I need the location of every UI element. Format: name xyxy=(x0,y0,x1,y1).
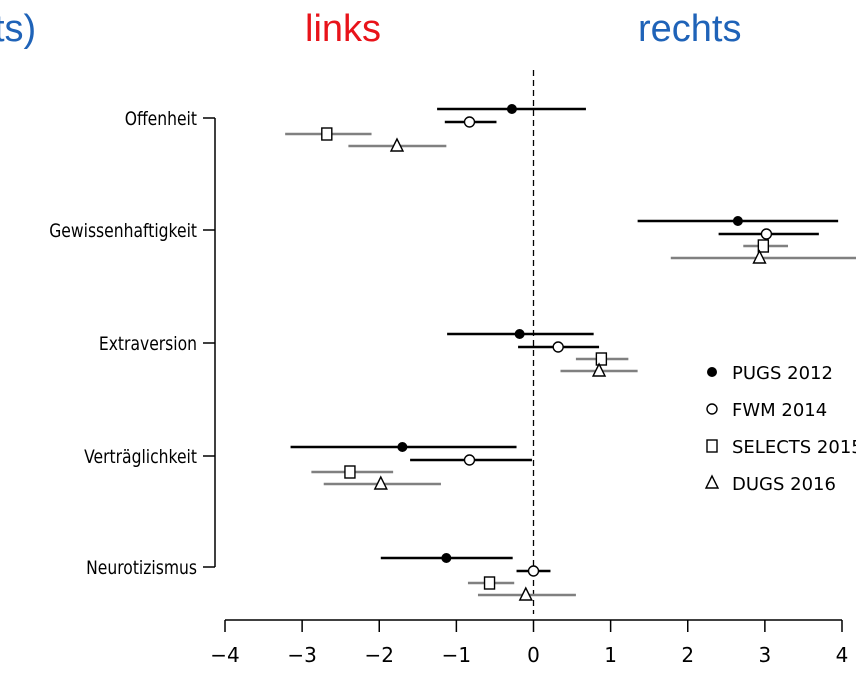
x-tick-label: 3 xyxy=(759,643,772,667)
point-marker xyxy=(514,329,525,339)
point-marker xyxy=(397,442,408,452)
category-label: Gewissenhaftigkeit xyxy=(49,221,197,243)
point-marker xyxy=(344,465,356,479)
legend-marker xyxy=(707,367,717,377)
header-rechts: rechts xyxy=(638,8,742,50)
category-label: Neurotizismus xyxy=(86,558,197,580)
x-tick-label: 2 xyxy=(681,643,694,667)
legend-marker xyxy=(706,439,718,453)
x-tick-label: 1 xyxy=(604,643,617,667)
x-tick-label: −1 xyxy=(442,643,471,667)
point-marker xyxy=(483,576,496,590)
legend-marker xyxy=(706,403,718,415)
point-marker xyxy=(463,454,476,466)
header-links: links xyxy=(305,8,382,50)
series-group xyxy=(285,104,856,601)
point-marker xyxy=(552,341,564,353)
point-marker xyxy=(757,239,770,253)
header-left-fragment: ts) xyxy=(0,8,37,50)
category-label: Extraversion xyxy=(99,334,197,356)
point-marker xyxy=(595,352,608,366)
legend-label: FWM 2014 xyxy=(732,400,827,421)
point-marker xyxy=(518,586,533,601)
x-tick-label: 4 xyxy=(836,643,849,667)
legend: PUGS 2012 FWM 2014 SELECTS 2015 DUGS 2016 xyxy=(704,363,856,495)
category-label: Offenheit xyxy=(125,109,197,131)
point-marker xyxy=(373,475,388,490)
point-marker xyxy=(389,137,405,152)
point-marker xyxy=(506,104,517,114)
point-marker xyxy=(591,362,607,377)
point-marker xyxy=(527,565,540,577)
x-tick-label: −2 xyxy=(365,643,394,667)
x-tick-label: −3 xyxy=(287,643,316,667)
x-tick-label: 0 xyxy=(527,643,540,667)
point-marker xyxy=(752,249,767,264)
point-marker xyxy=(321,127,333,141)
axes: Offenheit Gewissenhaftigkeit Extraversion V… xyxy=(49,70,848,667)
legend-marker xyxy=(704,474,720,489)
legend-label: SELECTS 2015 xyxy=(732,437,856,458)
legend-label: DUGS 2016 xyxy=(732,474,836,495)
legend-label: PUGS 2012 xyxy=(732,363,833,384)
category-label: Verträglichkeit xyxy=(84,447,197,469)
x-tick-label: −4 xyxy=(210,643,239,667)
point-marker xyxy=(760,228,773,240)
point-marker xyxy=(732,216,743,226)
point-marker xyxy=(463,116,476,128)
point-marker xyxy=(441,553,452,563)
